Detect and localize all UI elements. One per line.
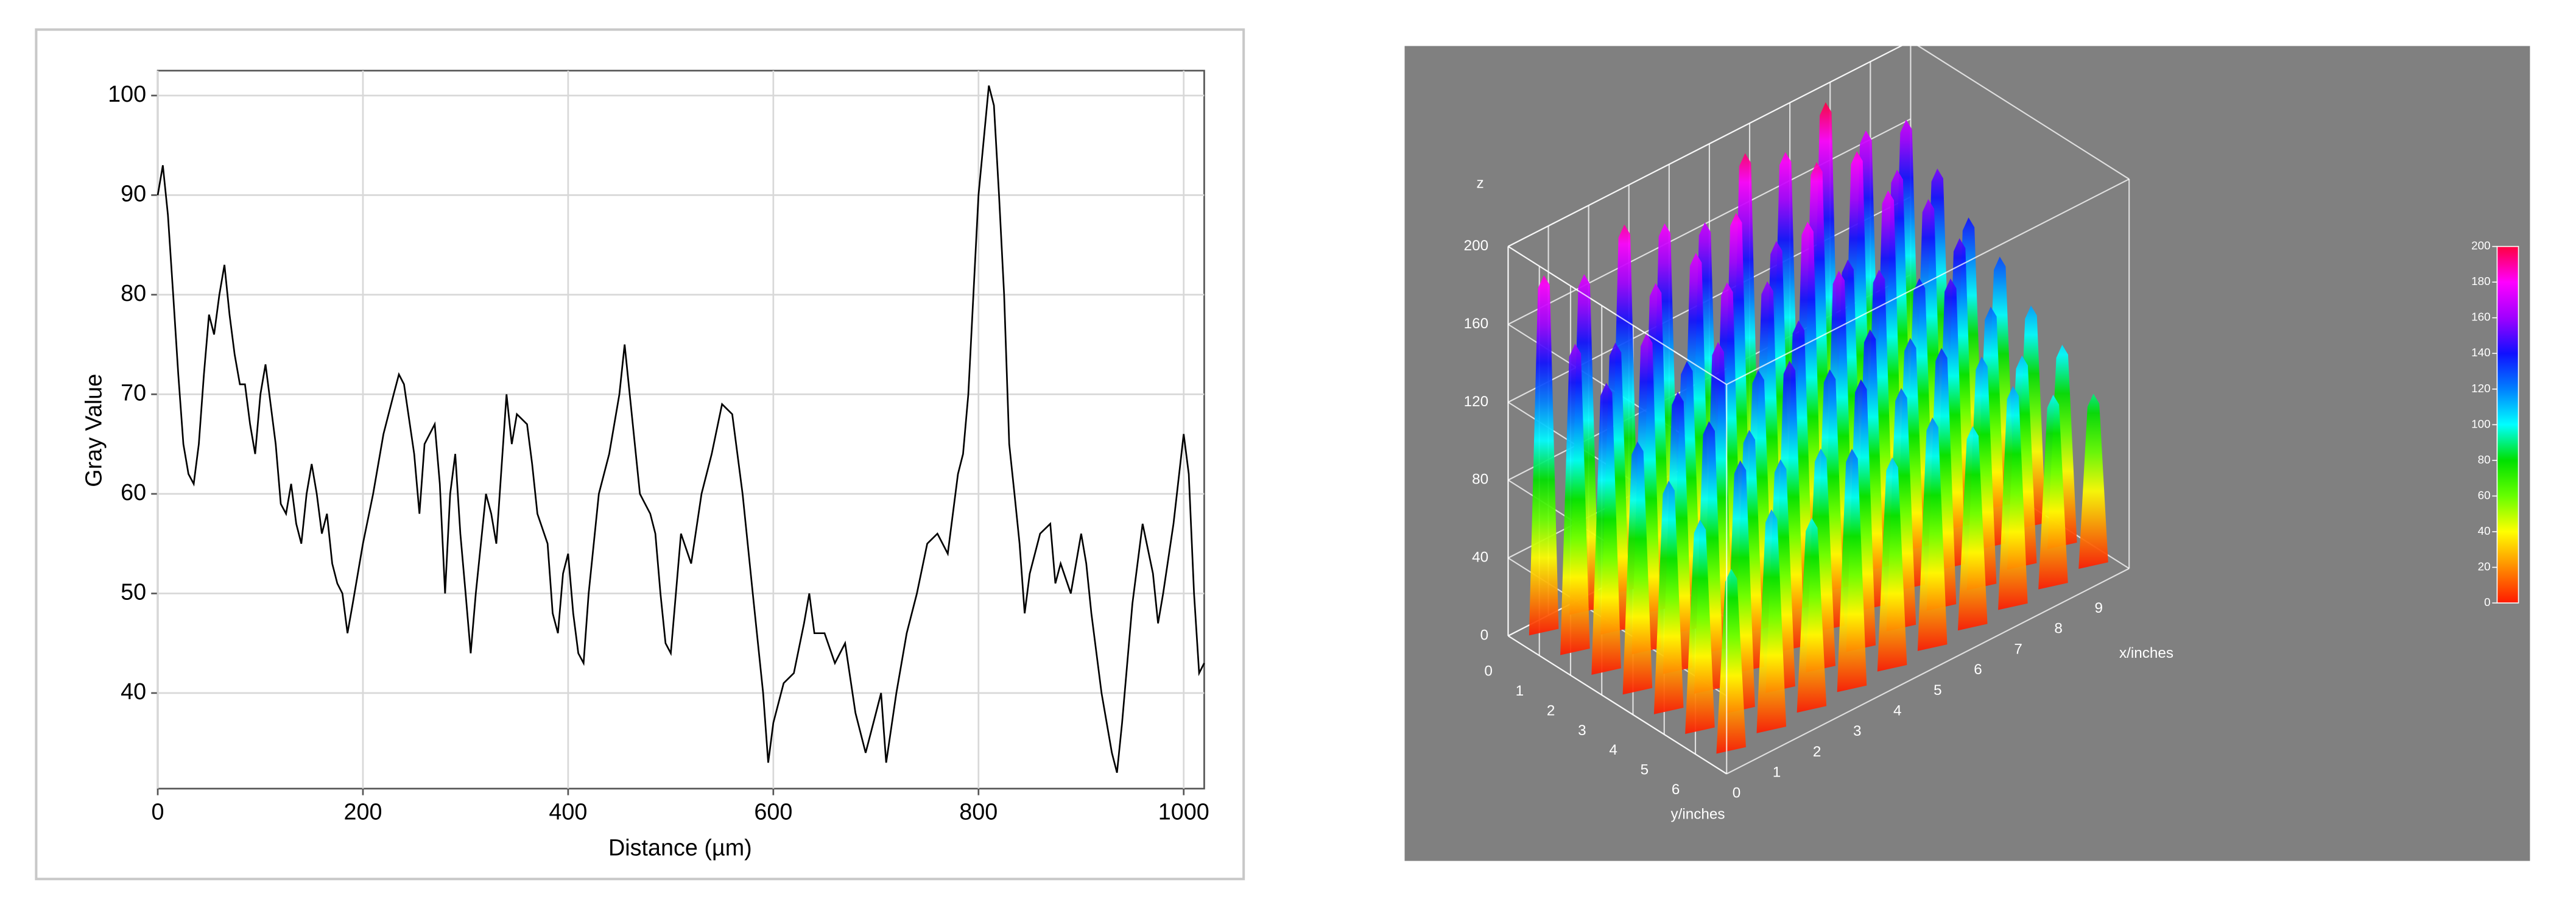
- box-edge: [1507, 40, 1911, 247]
- box-edge: [1726, 178, 2130, 386]
- y-tick-label: 100: [108, 82, 146, 107]
- surface-spike: [1756, 509, 1787, 733]
- surface-spike: [1998, 386, 2028, 610]
- colorbar-tick-label: 100: [2471, 418, 2490, 431]
- z-tick-label: 40: [1472, 549, 1488, 566]
- surface-spike: [2078, 393, 2108, 569]
- surface-spike: [1877, 457, 1907, 672]
- y-tick-label-3d: 4: [1609, 742, 1617, 758]
- x-tick-label: 0: [152, 799, 164, 825]
- surface-spike: [2038, 395, 2068, 590]
- x-tick-label-3d: 7: [2014, 641, 2022, 657]
- x-tick-label-3d: 0: [1733, 784, 1741, 801]
- colorbar-tick-label: 120: [2471, 382, 2490, 395]
- colorbar-tick-label: 160: [2471, 311, 2490, 324]
- y-tick-label: 60: [121, 480, 146, 506]
- box-edge: [1507, 245, 1727, 386]
- colorbar-tick-label: 60: [2478, 489, 2491, 502]
- x-tick-label-3d: 6: [1974, 661, 1982, 678]
- y-tick-label-3d: 6: [1672, 781, 1680, 798]
- colorbar-tick-label: 80: [2478, 454, 2491, 467]
- y-tick-label-3d: 5: [1641, 762, 1649, 778]
- box-edge: [1726, 568, 2130, 775]
- x-tick-label-3d: 9: [2095, 600, 2103, 616]
- z-tick-label: 120: [1464, 393, 1489, 410]
- surface-spike: [1957, 426, 1988, 631]
- y-tick-label-3d: 0: [1484, 663, 1493, 680]
- z-tick-label: 160: [1464, 315, 1489, 332]
- x-tick-label-3d: 3: [1853, 723, 1862, 739]
- plot-area: [157, 69, 1205, 790]
- x-tick-label: 400: [549, 799, 587, 825]
- z-axis-label: z: [1477, 175, 1484, 192]
- z-tick-label: 80: [1472, 471, 1488, 488]
- z-tick-label: 200: [1464, 238, 1489, 254]
- x-tick-label: 1000: [1158, 799, 1209, 825]
- y-tick-label: 80: [121, 281, 146, 306]
- z-tick-label: 0: [1480, 627, 1489, 643]
- y-tick-label: 50: [121, 579, 146, 605]
- surface-spike: [1560, 344, 1590, 655]
- y-tick-label: 70: [121, 380, 146, 406]
- x-axis-label-3d: x/inches: [2119, 645, 2173, 661]
- colorbar-tick-label: 20: [2478, 560, 2491, 573]
- colorbar-tick-label: 0: [2484, 596, 2491, 609]
- x-tick-label-3d: 2: [1813, 744, 1821, 760]
- x-tick-label: 200: [343, 799, 382, 825]
- surface-spike: [1529, 275, 1559, 636]
- y-axis-label-3d: y/inches: [1671, 806, 1725, 822]
- y-axis-label: Gray Value: [81, 374, 107, 487]
- y-tick-label-3d: 3: [1578, 722, 1586, 739]
- box-edge: [1910, 40, 2130, 180]
- surface-spike: [1622, 441, 1653, 695]
- x-tick-label-3d: 1: [1773, 764, 1781, 781]
- colorbar-tick-label: 180: [2471, 275, 2490, 288]
- y-tick-label-3d: 1: [1516, 683, 1524, 699]
- profile-line: [157, 85, 1205, 773]
- x-tick-label-3d: 8: [2054, 621, 2063, 637]
- x-tick-label-3d: 4: [1893, 702, 1902, 719]
- colorbar-tick-label: 200: [2471, 240, 2490, 253]
- surface-spike: [1837, 448, 1867, 692]
- surface-spike: [1591, 382, 1621, 675]
- x-tick-label: 800: [959, 799, 998, 825]
- y-tick-label-3d: 2: [1547, 702, 1555, 719]
- y-tick-label: 90: [121, 181, 146, 206]
- box-edge: [1507, 635, 1727, 775]
- colorbar-tick-label: 140: [2471, 347, 2490, 359]
- surface-spike: [1685, 520, 1715, 735]
- y-tick-label: 40: [121, 679, 146, 705]
- surface-spike: [1716, 568, 1746, 754]
- surface-spike: [1917, 417, 1948, 651]
- colorbar-tick-label: 40: [2478, 525, 2491, 538]
- surface-spike: [1797, 518, 1827, 713]
- surface-spike: [1653, 481, 1684, 714]
- x-axis-label: Distance (µm): [608, 836, 752, 861]
- x-tick-label: 600: [754, 799, 792, 825]
- colorbar: [2496, 245, 2519, 604]
- x-tick-label-3d: 5: [1934, 682, 1942, 699]
